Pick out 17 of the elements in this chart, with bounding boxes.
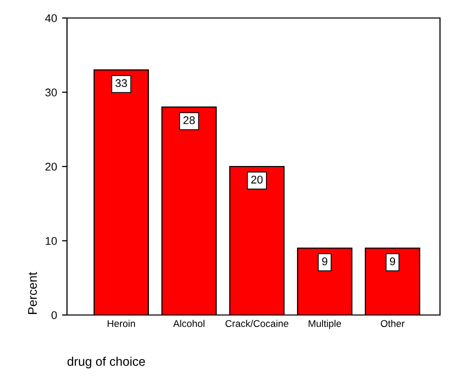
y-tick-label: 0 bbox=[52, 311, 57, 320]
data-label: 28 bbox=[183, 116, 195, 124]
y-axis-title: Percent bbox=[28, 272, 37, 314]
data-label: 33 bbox=[116, 79, 127, 88]
y-tick-label: 10 bbox=[46, 237, 57, 245]
x-tick-label: Other bbox=[380, 320, 405, 327]
y-tick-label: 30 bbox=[45, 88, 57, 96]
y-tick-label: 20 bbox=[45, 162, 57, 171]
y-tick-label: 40 bbox=[45, 14, 57, 22]
x-tick-label: Heroin bbox=[108, 320, 135, 327]
x-tick-label: Alcohol bbox=[173, 320, 204, 327]
x-tick-label: Multiple bbox=[308, 320, 342, 329]
x-axis-title: drug of choice bbox=[68, 356, 145, 368]
data-label: 9 bbox=[390, 257, 396, 266]
data-label: 20 bbox=[251, 176, 263, 184]
x-tick-label: Crack/Cocaine bbox=[226, 320, 288, 327]
data-label: 9 bbox=[322, 257, 328, 266]
